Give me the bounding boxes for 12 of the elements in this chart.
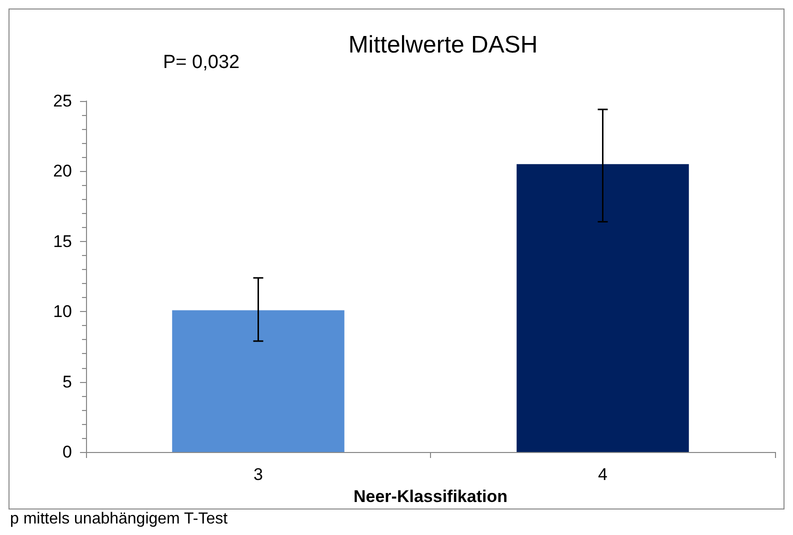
y-tick-label: 5 bbox=[62, 372, 72, 392]
chart-title: Mittelwerte DASH bbox=[348, 32, 538, 58]
text: p mittels unabhängigem T-Test bbox=[10, 510, 228, 528]
y-tick-label: 20 bbox=[53, 162, 72, 181]
y-tick-label: 25 bbox=[53, 92, 72, 110]
y-tick-label: 10 bbox=[53, 302, 72, 322]
x-axis-title: Neer-Klassifikation bbox=[354, 486, 508, 506]
y-tick-label: 15 bbox=[53, 232, 72, 251]
x-tick-label: 4 bbox=[598, 465, 608, 484]
text: P= 0,032 bbox=[163, 52, 240, 73]
x-tick-label: 3 bbox=[254, 465, 263, 484]
y-tick-label: 0 bbox=[62, 442, 72, 462]
